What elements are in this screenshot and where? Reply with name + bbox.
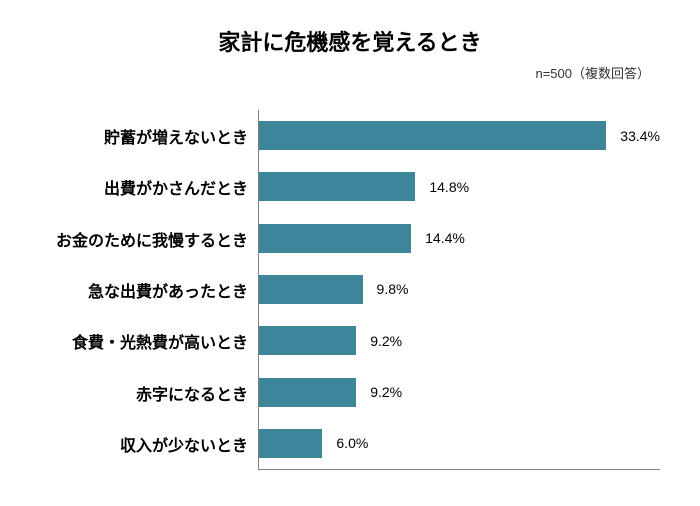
bar	[259, 275, 363, 304]
value-label: 14.8%	[429, 179, 469, 195]
value-label: 6.0%	[336, 435, 368, 451]
bar-row: 14.4%	[259, 213, 660, 264]
bar-row: 9.2%	[259, 366, 660, 417]
category-label: 食費・光熱費が高いとき	[40, 329, 258, 353]
value-label: 14.4%	[425, 230, 465, 246]
chart-subtitle: n=500（複数回答）	[40, 63, 650, 82]
chart-title: 家計に危機感を覚えるとき	[40, 25, 660, 57]
chart-container: 家計に危機感を覚えるとき n=500（複数回答） 貯蓄が増えないとき 出費がかさ…	[0, 0, 700, 506]
category-label: 出費がかさんだとき	[40, 175, 258, 199]
bar-row: 9.2%	[259, 315, 660, 366]
bar-row: 33.4%	[259, 110, 660, 161]
category-label: 貯蓄が増えないとき	[40, 124, 258, 148]
bar	[259, 121, 606, 150]
value-label: 9.2%	[370, 384, 402, 400]
value-label: 9.2%	[370, 333, 402, 349]
bar	[259, 326, 356, 355]
chart-body: 貯蓄が増えないとき 出費がかさんだとき お金のために我慢するとき 急な出費があっ…	[40, 110, 660, 470]
category-label: 急な出費があったとき	[40, 278, 258, 302]
bar-row: 14.8%	[259, 161, 660, 212]
category-labels-column: 貯蓄が増えないとき 出費がかさんだとき お金のために我慢するとき 急な出費があっ…	[40, 110, 258, 470]
category-label: 収入が少ないとき	[40, 432, 258, 456]
bar-row: 9.8%	[259, 264, 660, 315]
value-label: 33.4%	[620, 128, 660, 144]
bar	[259, 378, 356, 407]
bar	[259, 429, 322, 458]
bars-column: 33.4% 14.8% 14.4% 9.8% 9.2% 9.2%	[258, 110, 660, 470]
bar	[259, 172, 415, 201]
bar	[259, 224, 411, 253]
category-label: お金のために我慢するとき	[40, 227, 258, 251]
category-label: 赤字になるとき	[40, 381, 258, 405]
value-label: 9.8%	[377, 281, 409, 297]
bar-row: 6.0%	[259, 418, 660, 469]
